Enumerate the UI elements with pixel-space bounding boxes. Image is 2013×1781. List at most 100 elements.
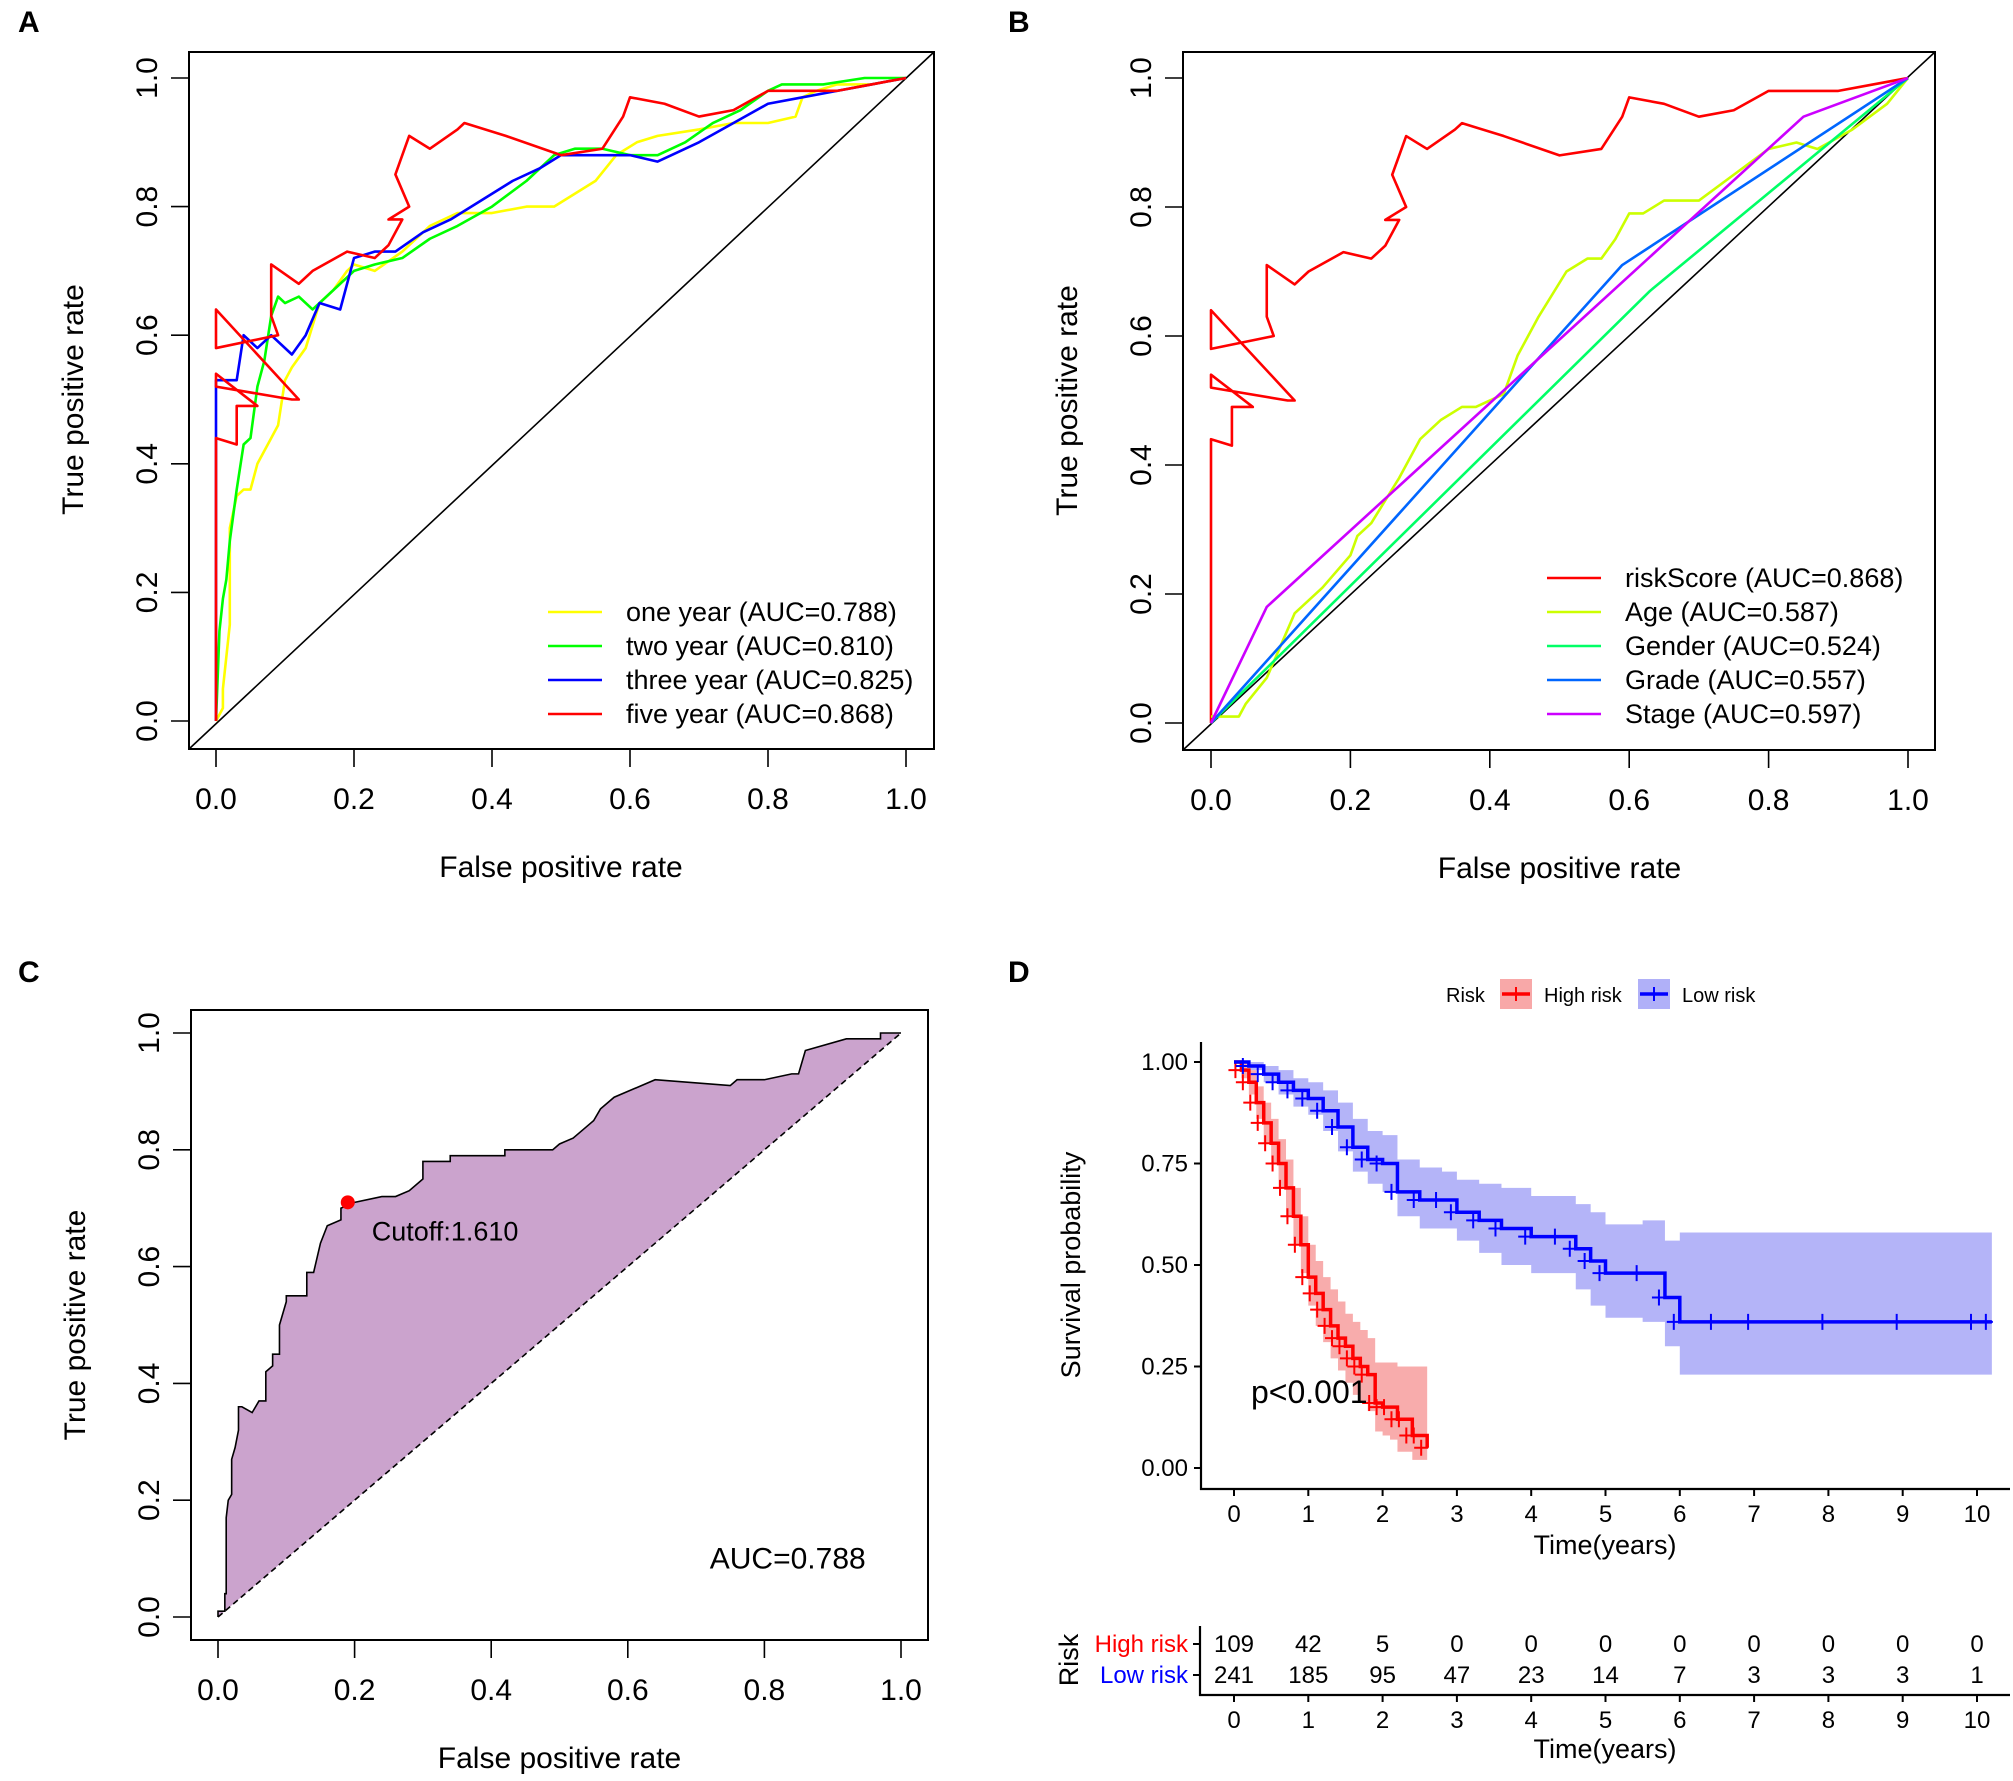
y-tick-label: 0.8 xyxy=(133,1129,166,1171)
risk-count: 3 xyxy=(1822,1662,1835,1689)
survival-curve-1 xyxy=(1234,1060,1992,1324)
y-tick-label: 0.6 xyxy=(1125,315,1158,357)
x-tick-label: 0.0 xyxy=(197,1674,239,1707)
roc-series-line-3 xyxy=(214,76,907,721)
roc-series-line-1 xyxy=(214,76,906,722)
y-tick-label: 0.0 xyxy=(1125,702,1158,744)
censor-mark-0 xyxy=(1250,1114,1265,1131)
censor-mark-0 xyxy=(1362,1395,1377,1412)
x-tick-label: 0.6 xyxy=(607,1674,649,1707)
cutoff-label: Cutoff:1.610 xyxy=(372,1216,519,1246)
x-tick-label: 4 xyxy=(1525,1501,1538,1528)
y-tick-label: 0.75 xyxy=(1141,1151,1188,1178)
y-axis-title: True positive rate xyxy=(59,1210,92,1441)
roc-series-line-4 xyxy=(1209,76,1909,724)
p-value-annotation: p<0.001 xyxy=(1251,1374,1368,1410)
legend-title: Risk xyxy=(1446,985,1486,1007)
plot-frame xyxy=(190,1009,929,1641)
censor-mark-1 xyxy=(1265,1074,1280,1091)
censor-mark-0 xyxy=(1287,1236,1302,1253)
risk-count: 47 xyxy=(1444,1662,1471,1689)
x-tick-label: 0.6 xyxy=(609,783,651,816)
x-tick-label: 0.4 xyxy=(1469,784,1511,817)
censor-mark-1 xyxy=(1592,1265,1607,1282)
censor-mark-1 xyxy=(1369,1155,1384,1172)
x-tick-label: 0.0 xyxy=(1190,784,1232,817)
risk-count: 0 xyxy=(1450,1631,1463,1658)
risk-count: 23 xyxy=(1518,1662,1545,1689)
risk-x-tick-label: 4 xyxy=(1525,1707,1538,1734)
risk-count: 241 xyxy=(1214,1662,1254,1689)
roc-series-line-0 xyxy=(214,76,907,722)
panel-b-roc-clinical: riskScore (AUC=0.868) Age (AUC=0.587) Gend… xyxy=(1051,51,1936,885)
y-tick-label: 0.25 xyxy=(1141,1354,1188,1381)
plot-frame xyxy=(188,51,935,750)
risk-count: 95 xyxy=(1369,1662,1396,1689)
reference-diagonal xyxy=(188,51,935,750)
risk-table-title: Risk xyxy=(1054,1633,1084,1686)
risk-count: 0 xyxy=(1896,1631,1909,1658)
risk-count: 0 xyxy=(1970,1631,1983,1658)
censor-mark-1 xyxy=(1815,1313,1830,1330)
y-tick-label: 0.0 xyxy=(133,1596,166,1638)
panel-letter-d: D xyxy=(1008,956,1030,989)
risk-count: 0 xyxy=(1599,1631,1612,1658)
risk-x-tick-label: 10 xyxy=(1964,1707,1991,1734)
y-tick-label: 1.0 xyxy=(1125,57,1158,99)
legend-label-0: High risk xyxy=(1544,985,1623,1007)
y-axis-title: Survival probability xyxy=(1056,1151,1086,1378)
risk-count: 42 xyxy=(1295,1631,1322,1658)
legend-label-3: Grade (AUC=0.557) xyxy=(1625,665,1866,695)
censor-mark-0 xyxy=(1317,1317,1332,1334)
x-tick-label: 9 xyxy=(1896,1501,1909,1528)
x-tick-label: 6 xyxy=(1673,1501,1686,1528)
censor-mark-0 xyxy=(1347,1358,1362,1375)
risk-x-tick-label: 1 xyxy=(1302,1707,1315,1734)
roc-series-line-2 xyxy=(1210,76,1909,724)
y-tick-label: 0.8 xyxy=(131,186,164,228)
panel-letter-b: B xyxy=(1008,6,1030,39)
x-tick-label: 0.8 xyxy=(747,783,789,816)
risk-row-label-0: High risk xyxy=(1095,1631,1189,1658)
risk-x-tick-label: 0 xyxy=(1227,1707,1240,1734)
censor-mark-0 xyxy=(1414,1439,1429,1456)
confidence-band-1 xyxy=(1234,1062,1992,1375)
censor-mark-0 xyxy=(1235,1074,1250,1091)
y-tick-label: 0.4 xyxy=(133,1363,166,1405)
x-axis-title: False positive rate xyxy=(438,1742,681,1775)
plot-frame xyxy=(1182,51,1936,751)
risk-count: 185 xyxy=(1288,1662,1328,1689)
legend-label-2: Gender (AUC=0.524) xyxy=(1625,631,1881,661)
censor-mark-1 xyxy=(1250,1066,1265,1083)
censor-mark-1 xyxy=(1978,1313,1993,1330)
y-tick-label: 0.2 xyxy=(133,1479,166,1521)
panel-letter-a: A xyxy=(18,6,40,39)
risk-count: 7 xyxy=(1673,1662,1686,1689)
panel-a-roc-timepoints: one year (AUC=0.788) two year (AUC=0.810)… xyxy=(57,51,935,884)
censor-mark-0 xyxy=(1228,1062,1243,1079)
x-tick-label: 0.6 xyxy=(1608,784,1650,817)
censor-mark-1 xyxy=(1889,1313,1904,1330)
x-tick-label: 8 xyxy=(1822,1501,1835,1528)
risk-count: 0 xyxy=(1673,1631,1686,1658)
risk-x-tick-label: 5 xyxy=(1599,1707,1612,1734)
censor-mark-0 xyxy=(1377,1399,1392,1416)
risk-row-label-1: Low risk xyxy=(1100,1662,1189,1689)
y-tick-label: 0.4 xyxy=(131,443,164,485)
x-tick-label: 10 xyxy=(1964,1501,1991,1528)
legend-label-1: Low risk xyxy=(1682,985,1756,1007)
y-tick-label: 0.6 xyxy=(133,1246,166,1288)
censor-mark-1 xyxy=(1310,1102,1325,1119)
risk-x-tick-label: 3 xyxy=(1450,1707,1463,1734)
x-tick-label: 1.0 xyxy=(1887,784,1929,817)
panel-c-roc-cutoff: Cutoff:1.610 AUC=0.788 0.0 0.2 0.4 0.6 0.8 1.0 0… xyxy=(59,1009,929,1775)
y-tick-label: 0.4 xyxy=(1125,444,1158,486)
censor-mark-1 xyxy=(1295,1090,1310,1107)
censor-mark-1 xyxy=(1488,1220,1503,1237)
legend-label-4: Stage (AUC=0.597) xyxy=(1625,699,1861,729)
x-tick-label: 7 xyxy=(1747,1501,1760,1528)
censor-mark-1 xyxy=(1741,1313,1756,1330)
x-tick-label: 1.0 xyxy=(880,1674,922,1707)
censor-mark-1 xyxy=(1235,1058,1250,1075)
